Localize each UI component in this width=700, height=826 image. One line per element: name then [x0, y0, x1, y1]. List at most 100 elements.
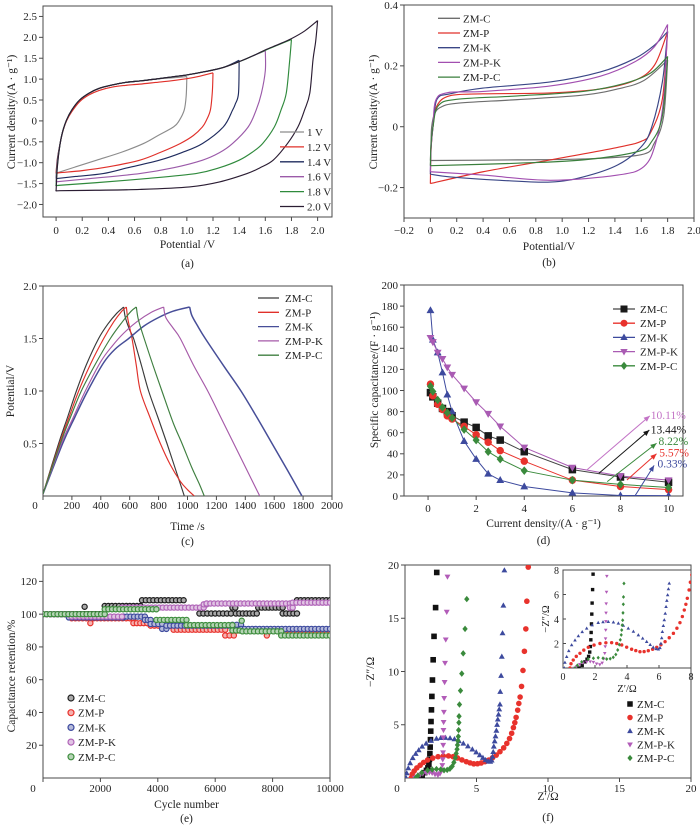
chart-f-zm-k-marker [488, 757, 495, 763]
chart-e-legend-item-zm-c: ZM-C [67, 693, 106, 705]
chart-c-legend: ZM-C ZM-P ZM-K ZM-P-K ZM-P-C [258, 293, 323, 362]
chart-f-zm-p-c-marker [454, 746, 460, 753]
chart-d-zm-p-k-marker [448, 371, 457, 379]
chart-f-inset-zm-p-c-marker [621, 618, 625, 623]
chart-a-legend-label: 1 V [307, 127, 323, 139]
chart-f-zm-p-marker [506, 735, 513, 742]
chart-e-legend-item-zm-p-k: ZM-P-K [67, 737, 116, 749]
chart-c-x-tick-label: 1600 [263, 500, 286, 512]
chart-b-zm-p-c-curve [429, 56, 669, 167]
chart-d-y-tick-label: 200 [382, 280, 399, 292]
chart-f-inset-y-tick-label: 6 [554, 590, 559, 601]
chart-d-legend: ZM-C ZM-P ZM-K ZM-P-K ZM-P-C [613, 304, 678, 373]
chart-d-zm-c-marker [484, 432, 492, 440]
chart-f-zm-k-marker [433, 735, 440, 741]
chart-f-inset-zm-k-marker [658, 645, 662, 650]
chart-f-inset-zm-k-marker [566, 648, 571, 653]
chart-f-inset-zm-p-marker [620, 643, 624, 647]
chart-f-zm-p-k-marker [444, 574, 451, 580]
chart-e-zm-p-c-series [43, 606, 330, 639]
chart-e-plot-area [43, 597, 330, 639]
chart-f-zm-k-marker [490, 748, 497, 755]
chart-f-zm-k-marker [460, 740, 467, 746]
panel-f: 0 5 10 15 20 5 10 15 20 Z′/Ω −Z″/Ω (f) 0 2 4 6 8 2 4 6 8 Z′/Ω… [365, 560, 697, 824]
chart-d-zm-p-k-marker [520, 444, 529, 452]
chart-f-zm-p-c-marker [449, 763, 455, 770]
chart-f-zm-p-c-marker [456, 701, 463, 708]
chart-f-inset-zm-k-marker [569, 643, 574, 647]
chart-f-legend-item-zm-p: ZM-P [627, 713, 663, 725]
chart-d-zm-p-c-marker [496, 454, 504, 464]
chart-f-zm-p-c-marker [460, 650, 466, 657]
chart-f-zm-p-marker [514, 707, 521, 713]
chart-f-zm-p-c-marker [415, 772, 421, 778]
chart-f-inset-zm-c-marker [590, 601, 594, 605]
chart-f-zm-p-c-marker [459, 670, 465, 677]
chart-e-legend-item-zm-k: ZM-K [67, 722, 106, 734]
chart-f-inset-zm-p-k-marker [604, 620, 608, 624]
chart-c-x-tick-label: 1400 [234, 500, 257, 512]
chart-f-zm-p-c-marker [462, 625, 468, 633]
chart-e-legend-marker [67, 738, 75, 746]
chart-a-y-tick-label: −2.0 [17, 199, 37, 211]
chart-e-y-tick-label: 60 [26, 674, 38, 686]
chart-f-inset-zm-p-c-marker [586, 657, 590, 662]
chart-f-zm-k-marker [501, 567, 508, 573]
chart-f-inset-zm-p-marker [663, 639, 667, 644]
chart-f-inset-zm-k-marker [660, 629, 665, 634]
chart-c-x-tick-label: 0 [32, 500, 38, 512]
chart-f-zm-p-k-marker [443, 609, 450, 615]
chart-f-inset-zm-k-marker [664, 604, 668, 609]
chart-f-zm-p-c-marker [451, 759, 457, 766]
chart-d-zm-p-k-marker [664, 477, 673, 485]
chart-f-legend-item-zm-p-c: ZM-P-C [627, 753, 674, 765]
chart-e-zm-p-k-marker [118, 613, 126, 620]
chart-a-legend-item-1-6-v: 1.6 V [280, 172, 331, 184]
chart-e-x-tick-label: 2000 [89, 783, 112, 795]
chart-f-x-axis-label: Z′/Ω [537, 791, 558, 803]
chart-b-x-axis-label: Potential/V [523, 241, 576, 253]
panel-b: −0.2 0 0.2 0.4 0.6 0.8 1.0 1.2 1.4 1.6 1.8 2.0 0.4 0.… [368, 0, 700, 269]
chart-f-inset-zm-p-marker [634, 648, 638, 653]
chart-a-legend-label: 1.6 V [307, 172, 331, 184]
chart-f-zm-k-marker [494, 716, 501, 722]
chart-c-zm-k-curve [43, 306, 303, 496]
chart-d-annotation-label: 5.57% [659, 447, 689, 459]
chart-a-y-tick-label: 1.5 [23, 53, 37, 65]
chart-d-zm-p-k-marker [426, 334, 435, 342]
chart-d-zm-p-c-marker [438, 403, 447, 412]
chart-d-x-tick-label: 4 [522, 503, 528, 515]
chart-f-zm-p-k-marker [440, 709, 447, 716]
chart-a-legend-item-1-8-v: 1.8 V [280, 187, 331, 199]
chart-c-legend-item-zm-p: ZM-P [258, 307, 311, 319]
chart-f-zm-p-c-marker [454, 741, 461, 749]
chart-f-inset-zm-p-c-marker [608, 656, 612, 661]
chart-f-inset-zm-c-marker [577, 666, 581, 668]
chart-a-plot-area [55, 20, 319, 192]
chart-f-inset-zm-p-c-marker [614, 652, 618, 657]
chart-d-zm-k-marker [426, 306, 435, 314]
chart-c-legend-label: ZM-P-C [285, 350, 322, 362]
chart-a-plot-frame [42, 5, 333, 218]
chart-b-legend-label: ZM-P-K [463, 57, 501, 69]
chart-c-y-tick-label: 1.5 [23, 333, 37, 345]
chart-f-zm-p-marker [459, 757, 465, 763]
chart-f-inset-zm-k-marker [573, 638, 577, 642]
chart-f-plot-area [405, 565, 532, 778]
chart-a-legend-item-1-2-v: 1.2 V [280, 142, 331, 154]
chart-d-x-tick-label: 6 [570, 503, 576, 515]
chart-f-inset-zm-p-c-marker [580, 659, 584, 664]
chart-f-zm-p-marker [517, 694, 523, 700]
chart-d-y-tick-label: 40 [387, 449, 399, 461]
chart-f-inset-zm-p-marker [615, 641, 619, 646]
chart-f-legend-label: ZM-K [637, 726, 665, 738]
chart-f-zm-p-marker [510, 724, 517, 731]
chart-f-zm-c-marker [432, 604, 439, 611]
chart-b-legend-item-zm-p-c: ZM-P-C [438, 72, 500, 84]
chart-f-inset-zm-p-k-marker [600, 661, 604, 665]
chart-f-inset-zm-p-k-marker [604, 611, 608, 615]
chart-f-inset-zm-k-marker [590, 623, 594, 627]
chart-f-inset-zm-p-k-marker [604, 590, 609, 594]
chart-f-zm-c-marker [419, 773, 425, 778]
chart-e-legend-label: ZM-C [78, 693, 106, 705]
